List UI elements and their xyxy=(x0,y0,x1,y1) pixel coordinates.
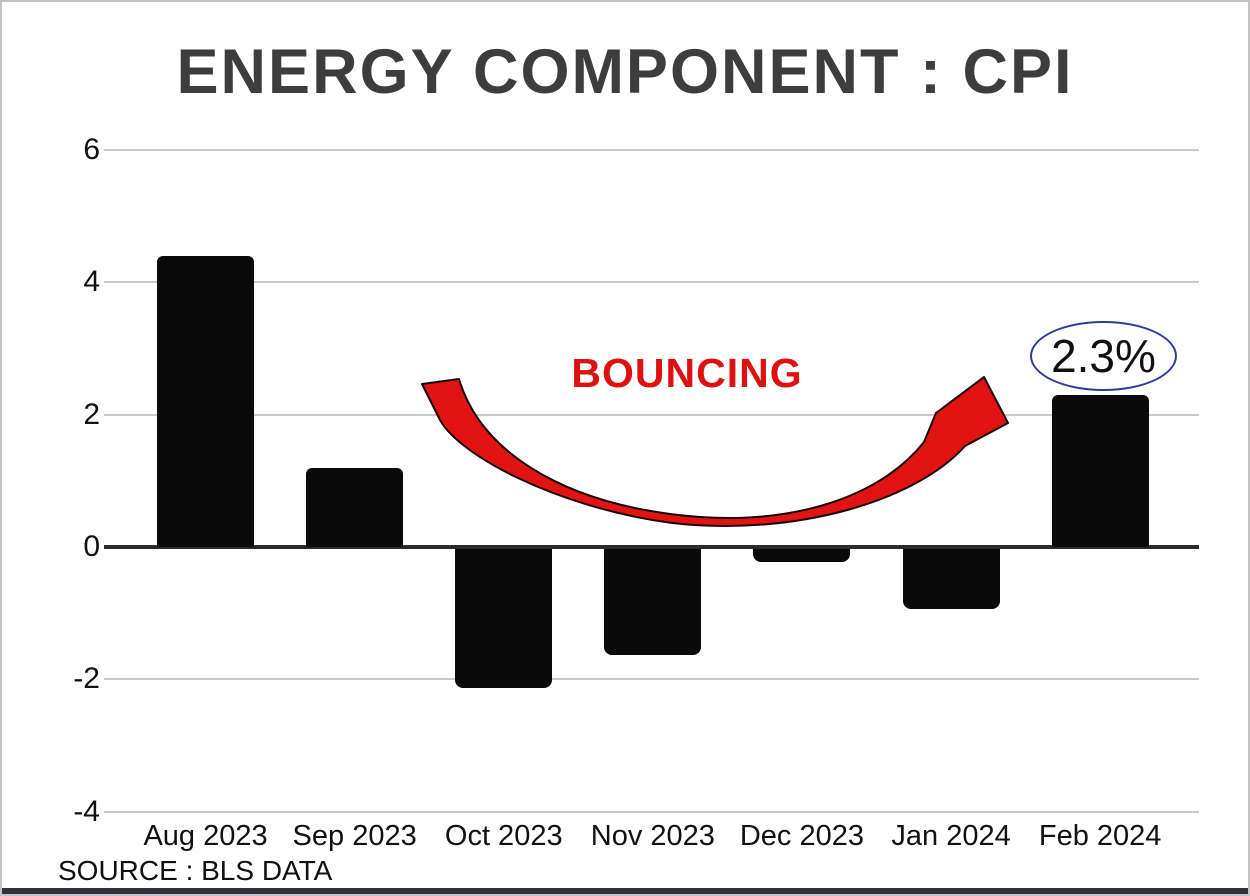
y-tick-label-6: 6 xyxy=(83,132,100,166)
bar-jan-2024 xyxy=(902,549,1000,609)
gridline-2 xyxy=(104,413,1199,416)
x-tick-label-jan-2024: Jan 2024 xyxy=(891,820,1011,852)
bar-feb-2024 xyxy=(1051,394,1149,547)
bar-aug-2023 xyxy=(157,255,255,547)
x-tick-label-oct-2023: Oct 2023 xyxy=(444,820,563,852)
y-tick-label--4: -4 xyxy=(73,794,100,828)
highlight-value: 2.3% xyxy=(1051,330,1156,382)
bar-dec-2023 xyxy=(753,549,851,563)
bar-sep-2023 xyxy=(306,467,404,547)
highlight-ellipse: 2.3% xyxy=(1030,321,1177,391)
gridline--4 xyxy=(104,810,1199,813)
x-axis-line xyxy=(104,545,1199,549)
bottom-border xyxy=(2,888,1248,894)
bouncing-label: BOUNCING xyxy=(571,350,803,396)
x-tick-label-sep-2023: Sep 2023 xyxy=(292,820,417,852)
x-tick-label-dec-2023: Dec 2023 xyxy=(739,820,865,852)
bar-oct-2023 xyxy=(455,549,553,689)
y-tick-label--2: -2 xyxy=(73,662,100,696)
x-tick-label-nov-2023: Nov 2023 xyxy=(590,820,715,852)
y-tick-label-0: 0 xyxy=(83,530,100,563)
bar-nov-2023 xyxy=(604,549,702,655)
gridline-4 xyxy=(104,281,1199,284)
y-tick-label-4: 4 xyxy=(83,265,100,299)
bounce-arrow-swoosh xyxy=(421,376,1009,527)
gridline-6 xyxy=(104,148,1199,151)
chart-title: ENERGY COMPONENT : CPI xyxy=(176,37,1074,107)
gridline--2 xyxy=(104,678,1199,681)
x-tick-label-aug-2023: Aug 2023 xyxy=(143,820,268,852)
source-note: SOURCE : BLS DATA xyxy=(58,855,333,886)
y-tick-label-2: 2 xyxy=(83,397,100,431)
x-tick-label-feb-2024: Feb 2024 xyxy=(1038,820,1162,852)
